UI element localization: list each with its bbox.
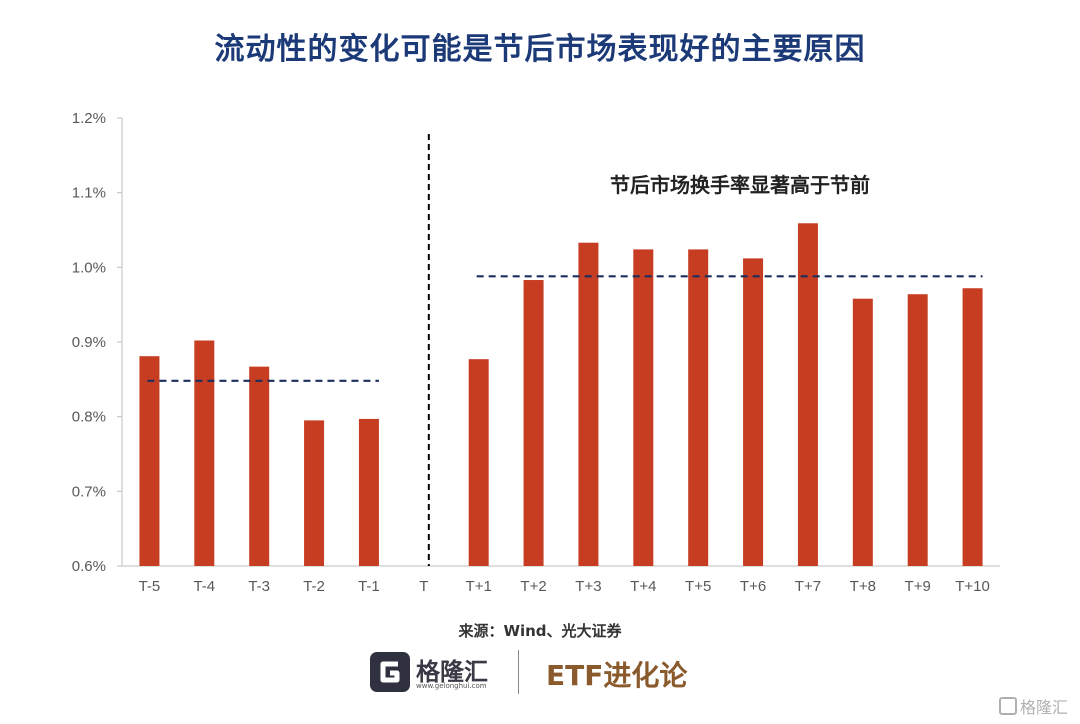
watermark-text: 格隆汇: [1019, 698, 1068, 717]
x-tick-label: T-2: [303, 578, 325, 595]
bar-T+6: [743, 258, 764, 566]
y-tick-label: 1.2%: [72, 110, 106, 127]
chart-lines: [147, 134, 983, 566]
brand-url: www.gelonghui.com: [416, 682, 487, 690]
x-tick-label: T+2: [520, 578, 546, 595]
bar-T+7: [797, 223, 818, 566]
x-tick-label: T+9: [905, 578, 931, 595]
bar-T+5: [688, 249, 709, 566]
x-tick-label: T-5: [139, 578, 161, 595]
bar-T+3: [578, 242, 599, 566]
brand-footer: 格隆汇 www.gelonghui.com ETF进化论: [0, 646, 1080, 700]
y-tick-label: 0.8%: [72, 409, 106, 426]
x-tick-label: T+5: [685, 578, 711, 595]
gelonghui-logo-icon: [370, 652, 410, 692]
y-tick-label: 0.6%: [72, 558, 106, 575]
brand-column-name: ETF进化论: [546, 659, 688, 692]
chart-annotation: 节后市场换手率显著高于节前: [610, 173, 870, 197]
x-tick-label: T-1: [358, 578, 380, 595]
bar-T+2: [523, 280, 544, 566]
bar-T-3: [249, 366, 270, 566]
bar-T-5: [139, 356, 160, 566]
chart-labels: 0.6% 0.7% 0.8% 0.9% 1.0% 1.1% 1.2% T-5 T-4 T-3 T-2…: [72, 110, 990, 595]
page-title: 流动性的变化可能是节后市场表现好的主要原因: [214, 32, 866, 67]
x-tick-label: T+8: [850, 578, 876, 595]
bar-T+9: [907, 294, 928, 566]
x-tick-label: T+1: [466, 578, 492, 595]
x-tick-label: T: [419, 578, 428, 595]
y-tick-label: 1.0%: [72, 259, 106, 276]
x-tick-label: T+6: [740, 578, 766, 595]
x-tick-label: T+3: [575, 578, 601, 595]
x-tick-label: T-4: [193, 578, 215, 595]
source-note: 来源：Wind、光大证券: [458, 622, 622, 640]
watermark-icon: [998, 697, 1017, 715]
brand-separator: [518, 650, 519, 694]
watermark: 格隆汇: [998, 694, 1068, 718]
y-tick-label: 0.7%: [72, 483, 106, 500]
bar-T+4: [633, 249, 654, 566]
x-tick-label: T+4: [630, 578, 656, 595]
bar-T+10: [962, 288, 983, 566]
y-tick-label: 1.1%: [72, 185, 106, 202]
bar-T-2: [304, 420, 325, 566]
bar-T-1: [358, 418, 379, 566]
x-tick-label: T+7: [795, 578, 821, 595]
x-tick-label: T-3: [248, 578, 270, 595]
brand-name: 格隆汇: [416, 658, 488, 686]
x-tick-label: T+10: [955, 578, 990, 595]
chart-bars: [139, 223, 983, 566]
bar-T+8: [852, 298, 873, 566]
bar-T+1: [468, 359, 489, 566]
bar-T-4: [194, 340, 215, 566]
y-tick-label: 0.9%: [72, 334, 106, 351]
